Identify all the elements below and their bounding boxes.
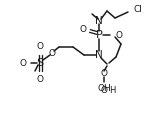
Text: S: S bbox=[36, 58, 44, 68]
Text: P: P bbox=[96, 30, 102, 40]
Text: O: O bbox=[37, 42, 44, 51]
Text: N: N bbox=[95, 50, 103, 60]
Text: H: H bbox=[109, 86, 115, 95]
Text: O: O bbox=[37, 75, 44, 84]
Text: O: O bbox=[115, 31, 122, 40]
Text: N: N bbox=[95, 16, 103, 26]
Text: O: O bbox=[80, 25, 87, 34]
Text: O: O bbox=[100, 86, 107, 95]
Text: O: O bbox=[48, 49, 56, 57]
Text: O: O bbox=[100, 70, 107, 79]
Text: O: O bbox=[19, 59, 26, 68]
Text: OH: OH bbox=[97, 84, 111, 93]
Text: Cl: Cl bbox=[133, 5, 142, 14]
